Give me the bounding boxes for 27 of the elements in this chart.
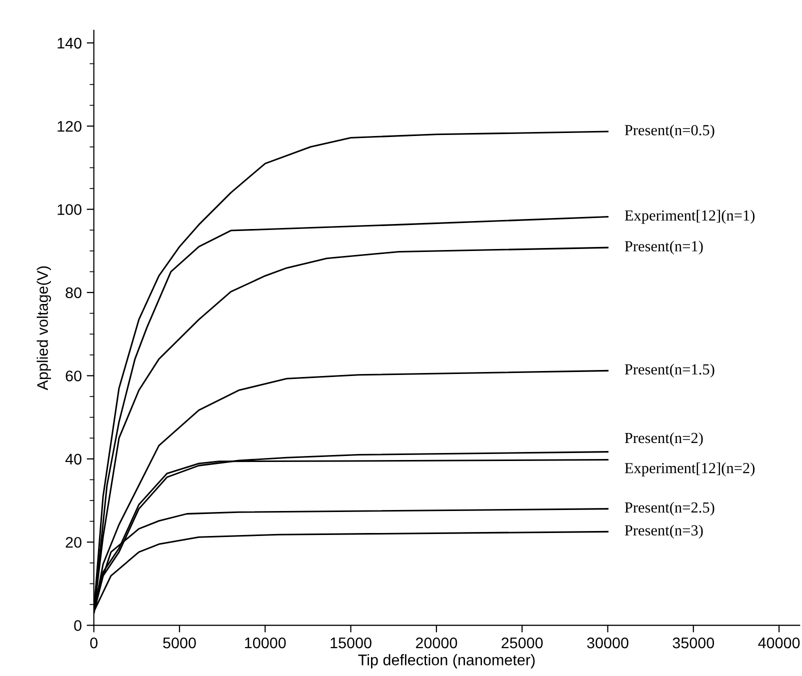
x-tick-label: 10000: [245, 638, 286, 648]
series-label: Present(n=3): [624, 524, 703, 539]
x-tick-label: 25000: [502, 638, 543, 648]
series-label: Present(n=2): [624, 432, 703, 446]
y-tick-label: 100: [58, 204, 82, 215]
y-tick-label: 120: [58, 120, 82, 132]
x-tick-label: 30000: [587, 638, 628, 648]
x-axis-title: Tip deflection (nanometer): [358, 654, 535, 668]
y-tick-label: 40: [65, 454, 82, 465]
x-tick-label: 5000: [163, 638, 196, 648]
y-axis-title: Applied voltage(V): [36, 266, 51, 390]
x-tick-label: 0: [90, 638, 98, 648]
x-tick-label: 20000: [416, 638, 458, 648]
series-label: Present(n=2.5): [624, 502, 714, 516]
y-tick-label: 80: [66, 287, 82, 298]
y-tick-label: 0: [74, 620, 82, 631]
x-tick-label: 15000: [330, 638, 372, 648]
x-tick-label: 40000: [758, 638, 800, 648]
y-tick-label: 20: [66, 536, 82, 548]
series-label: Present(n=1.5): [624, 364, 714, 378]
y-tick-label: 140: [58, 38, 82, 49]
series-label: Present(n=0.5): [624, 124, 714, 138]
series-label: Experiment[12](n=2): [624, 462, 755, 476]
y-tick-label: 60: [66, 370, 82, 382]
series-label: Present(n=1): [624, 240, 703, 254]
x-tick-label: 35000: [672, 638, 714, 648]
series-label: Experiment[12](n=1): [624, 210, 755, 224]
